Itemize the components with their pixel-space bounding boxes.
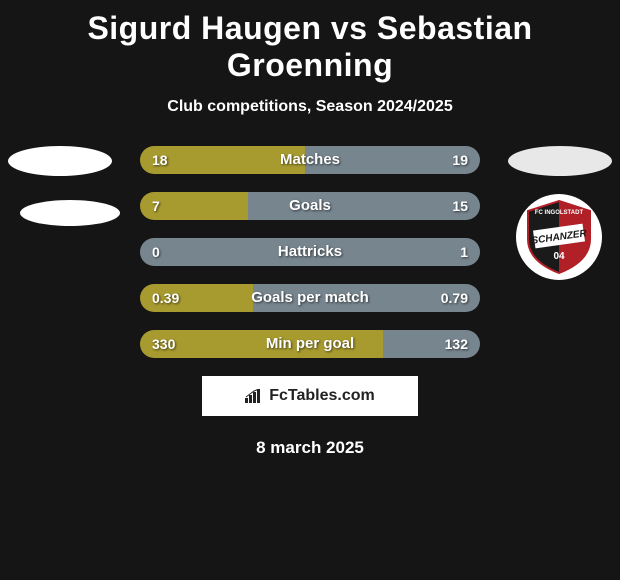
subtitle: Club competitions, Season 2024/2025 [0,98,620,116]
stat-value-right: 19 [452,146,468,174]
infographic-container: Sigurd Haugen vs Sebastian Groenning Clu… [0,0,620,580]
bar-chart-icon [245,389,263,403]
stat-label: Goals [140,192,480,220]
player1-badge-ellipse-1 [8,146,112,176]
page-title: Sigurd Haugen vs Sebastian Groenning [0,0,620,84]
logo-text: FcTables.com [269,387,375,405]
stat-row: 7Goals15 [140,192,480,220]
shield-icon: FC INGOLSTADT SCHANZER 04 [524,199,594,275]
fctables-logo: FcTables.com [202,376,418,416]
stat-row: 330Min per goal132 [140,330,480,358]
stat-row: 18Matches19 [140,146,480,174]
shield-text-num: 04 [553,251,565,262]
stat-label: Min per goal [140,330,480,358]
stat-label: Hattricks [140,238,480,266]
stat-value-right: 1 [460,238,468,266]
shield-text-top: FC INGOLSTADT [535,210,584,216]
stat-value-right: 132 [445,330,468,358]
player2-club-badge: FC INGOLSTADT SCHANZER 04 [516,194,602,280]
chart-area: FC INGOLSTADT SCHANZER 04 18Matches19 7Go… [0,146,620,458]
stat-row: 0.39Goals per match0.79 [140,284,480,312]
player1-badge-ellipse-2 [20,200,120,226]
stat-rows: 18Matches19 7Goals15 0Hattricks1 0.39Goals … [140,146,480,358]
stat-row: 0Hattricks1 [140,238,480,266]
player2-badge-ellipse [508,146,612,176]
date-line: 8 march 2025 [0,438,620,458]
stat-value-right: 15 [452,192,468,220]
stat-label: Matches [140,146,480,174]
stat-value-right: 0.79 [441,284,468,312]
stat-label: Goals per match [140,284,480,312]
